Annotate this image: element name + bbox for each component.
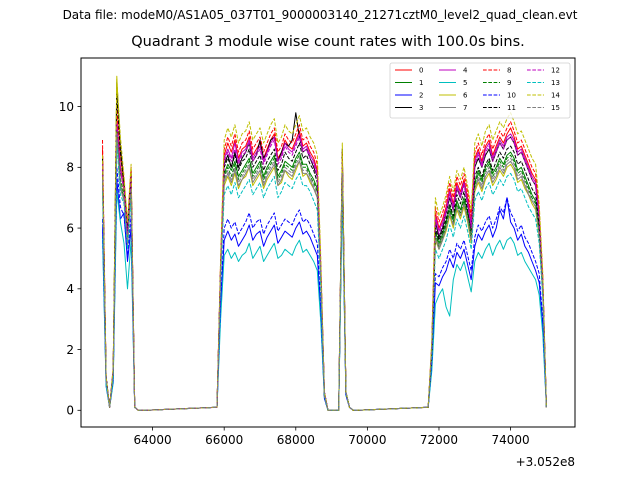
x-offset-label: +3.052e8 xyxy=(516,455,575,469)
figure-suptitle: Data file: modeM0/AS1A05_037T01_90000031… xyxy=(62,8,578,22)
series-line-11 xyxy=(102,93,547,411)
series-line-12 xyxy=(102,121,547,411)
y-tick-label: 6 xyxy=(66,221,74,235)
legend-label-6: 6 xyxy=(463,92,468,100)
y-tick-label: 4 xyxy=(66,282,74,296)
series-lines xyxy=(102,75,547,411)
series-line-6 xyxy=(102,75,547,411)
x-tick-label: 70000 xyxy=(348,433,386,447)
x-tick-label: 68000 xyxy=(277,433,315,447)
legend-label-11: 11 xyxy=(507,104,516,112)
legend-label-4: 4 xyxy=(463,67,468,75)
chart-title: Quadrant 3 module wise count rates with … xyxy=(131,34,525,50)
series-line-14 xyxy=(102,78,547,411)
legend-label-8: 8 xyxy=(507,67,511,75)
series-line-1 xyxy=(102,130,547,411)
legend-label-3: 3 xyxy=(419,104,423,112)
x-tick-label: 66000 xyxy=(205,433,243,447)
axes-frame xyxy=(80,57,576,428)
legend-label-0: 0 xyxy=(419,67,423,75)
series-line-4 xyxy=(102,124,547,411)
legend-box xyxy=(389,62,571,119)
y-tick-label: 2 xyxy=(66,343,74,357)
x-tick-label: 72000 xyxy=(420,433,458,447)
legend-label-9: 9 xyxy=(507,79,511,87)
x-tick-label: 74000 xyxy=(491,433,529,447)
legend-label-12: 12 xyxy=(551,67,560,75)
legend-label-2: 2 xyxy=(419,92,423,100)
x-axis-ticks: 64000 66000 68000 70000 72000 74000 xyxy=(134,427,530,447)
y-tick-label: 0 xyxy=(66,404,74,418)
series-line-3 xyxy=(102,81,547,411)
legend-label-13: 13 xyxy=(551,79,560,87)
legend-label-15: 15 xyxy=(551,104,560,112)
legend-label-7: 7 xyxy=(463,104,467,112)
y-tick-label: 8 xyxy=(66,161,74,175)
series-line-10 xyxy=(102,166,547,411)
x-tick-label: 64000 xyxy=(134,433,172,447)
y-tick-label: 10 xyxy=(59,100,74,114)
legend-label-14: 14 xyxy=(551,92,560,100)
series-line-15 xyxy=(102,133,547,411)
series-line-8 xyxy=(102,106,547,411)
legend-label-1: 1 xyxy=(419,79,423,87)
series-line-7 xyxy=(102,136,547,411)
legend-label-10: 10 xyxy=(507,92,516,100)
y-axis-ticks: 0 2 4 6 8 10 xyxy=(59,100,81,418)
legend-label-5: 5 xyxy=(463,79,467,87)
